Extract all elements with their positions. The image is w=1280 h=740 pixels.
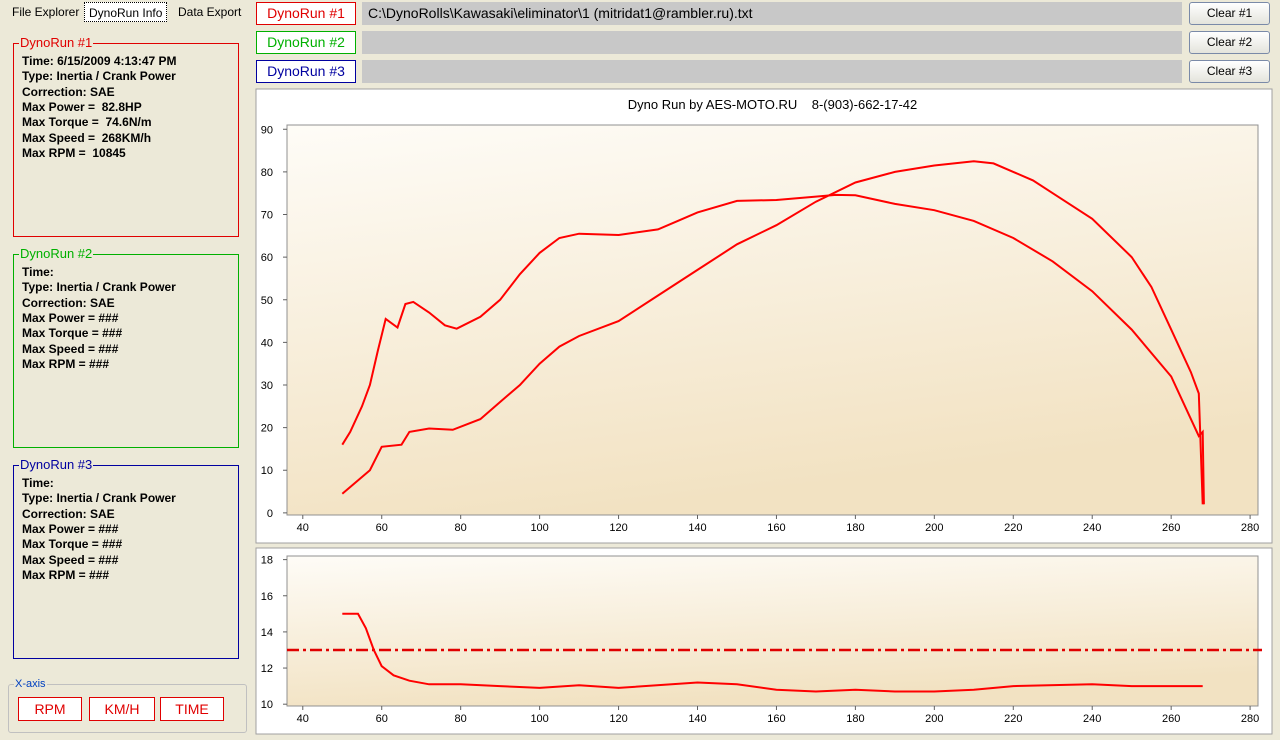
file-path: C:\DynoRolls\Kawasaki\eliminator\1 (mitr…: [362, 2, 1182, 25]
x-tick-label: 200: [925, 522, 943, 534]
x-tick-label: 220: [1004, 522, 1022, 534]
x-tick-label: 260: [1162, 522, 1180, 534]
line: [342, 612, 1203, 693]
kmh-button[interactable]: KM/H: [89, 697, 155, 721]
x-tick-label: 40: [297, 713, 309, 725]
run-group: DynoRun #2 Time: Type: Inertia / Crank Pow…: [13, 246, 239, 448]
info-line: Max RPM = 10845: [22, 145, 126, 160]
run-group: DynoRun #1 Time: 6/15/2009 4:13:47 PM Type…: [13, 35, 239, 237]
x-tick-label: 280: [1241, 713, 1259, 725]
plot-area: [286, 124, 1259, 516]
x-tick-label: 120: [609, 522, 627, 534]
x-axis-group: X-axis: [8, 678, 247, 733]
x-tick-label: 60: [376, 713, 388, 725]
file-path: [362, 60, 1182, 83]
info-line: Max Power = ###: [22, 310, 119, 325]
info-line: Max RPM = ###: [22, 356, 110, 371]
info-line: Max Torque = 74.6N/m: [22, 115, 152, 130]
x-tick-label: 240: [1083, 522, 1101, 534]
y-tick-label: 10: [261, 465, 273, 477]
info-line: Max Speed = ###: [22, 552, 119, 567]
run-label: DynoRun #3: [256, 60, 356, 83]
x-tick-label: 160: [767, 522, 785, 534]
x-tick-label: 60: [376, 522, 388, 534]
x-tick-label: 160: [767, 713, 785, 725]
y-tick-label: 40: [261, 337, 273, 349]
y-tick-label: 16: [261, 591, 273, 603]
info-line: Max Power = 82.8HP: [22, 99, 142, 114]
run-group: DynoRun #3 Time: Type: Inertia / Crank Pow…: [13, 457, 239, 659]
x-axis-title: X-axis: [14, 678, 47, 690]
x-tick-label: 140: [688, 713, 706, 725]
run-label: DynoRun #2: [256, 31, 356, 54]
line: [341, 160, 1204, 505]
tab[interactable]: Data Export: [178, 5, 242, 19]
clear-button[interactable]: Clear #2: [1189, 31, 1270, 54]
info-line: Type: Inertia / Crank Power: [22, 491, 176, 506]
rpm-button[interactable]: RPM: [18, 697, 82, 721]
y-tick-label: 20: [261, 423, 273, 435]
run-group-title: DynoRun #1: [19, 35, 94, 50]
x-tick-label: 40: [297, 522, 309, 534]
info-line: Max Speed = 268KM/h: [22, 130, 152, 145]
info-line: Max Torque = ###: [22, 537, 123, 552]
y-tick-label: 50: [261, 295, 273, 307]
x-tick-label: 180: [846, 522, 864, 534]
x-tick-label: 220: [1004, 713, 1022, 725]
y-tick-label: 60: [261, 252, 273, 264]
x-tick-label: 120: [609, 713, 627, 725]
plot-area: [286, 555, 1259, 707]
chart-title: Dyno Run by AES-MOTO.RU 8-(903)-662-17-4…: [628, 97, 918, 112]
info-line: Max Power = ###: [22, 521, 119, 536]
info-line: Correction: SAE: [22, 295, 115, 310]
info-line: Time:: [22, 476, 54, 490]
info-line: Type: Inertia / Crank Power: [22, 69, 176, 84]
x-tick-label: 100: [530, 522, 548, 534]
line: [341, 193, 1205, 505]
info-line: Max Torque = ###: [22, 326, 123, 341]
clear-button[interactable]: Clear #1: [1189, 2, 1270, 25]
info-line: Time:: [22, 265, 54, 279]
x-tick-label: 80: [455, 713, 467, 725]
x-tick-label: 240: [1083, 713, 1101, 725]
x-tick-label: 100: [530, 713, 548, 725]
y-tick-label: 14: [261, 627, 273, 639]
x-tick-label: 200: [925, 713, 943, 725]
tab[interactable]: File Explorer: [12, 5, 80, 19]
y-tick-label: 90: [261, 124, 273, 136]
tab-active[interactable]: DynoRun Info: [84, 2, 168, 22]
y-tick-label: 30: [261, 380, 273, 392]
info-line: Correction: SAE: [22, 84, 115, 99]
y-tick-label: 18: [261, 555, 273, 567]
info-line: Type: Inertia / Crank Power: [22, 280, 176, 295]
file-path: [362, 31, 1182, 54]
info-line: Correction: SAE: [22, 506, 115, 521]
info-line: Time: 6/15/2009 4:13:47 PM: [22, 54, 177, 68]
info-line: Max Speed = ###: [22, 341, 119, 356]
x-tick-label: 140: [688, 522, 706, 534]
info-line: Max RPM = ###: [22, 567, 110, 582]
x-tick-label: 180: [846, 713, 864, 725]
x-tick-label: 80: [455, 522, 467, 534]
x-tick-label: 260: [1162, 713, 1180, 725]
run-group-title: DynoRun #3: [19, 457, 94, 472]
clear-button[interactable]: Clear #3: [1189, 60, 1270, 83]
y-tick-label: 80: [261, 167, 273, 179]
run-group-title: DynoRun #2: [19, 246, 94, 261]
y-tick-label: 10: [261, 699, 273, 711]
time-button[interactable]: TIME: [160, 697, 224, 721]
x-tick-label: 280: [1241, 522, 1259, 534]
run-label: DynoRun #1: [256, 2, 356, 25]
y-tick-label: 12: [261, 663, 273, 675]
y-tick-label: 0: [267, 508, 273, 520]
y-tick-label: 70: [261, 210, 273, 222]
